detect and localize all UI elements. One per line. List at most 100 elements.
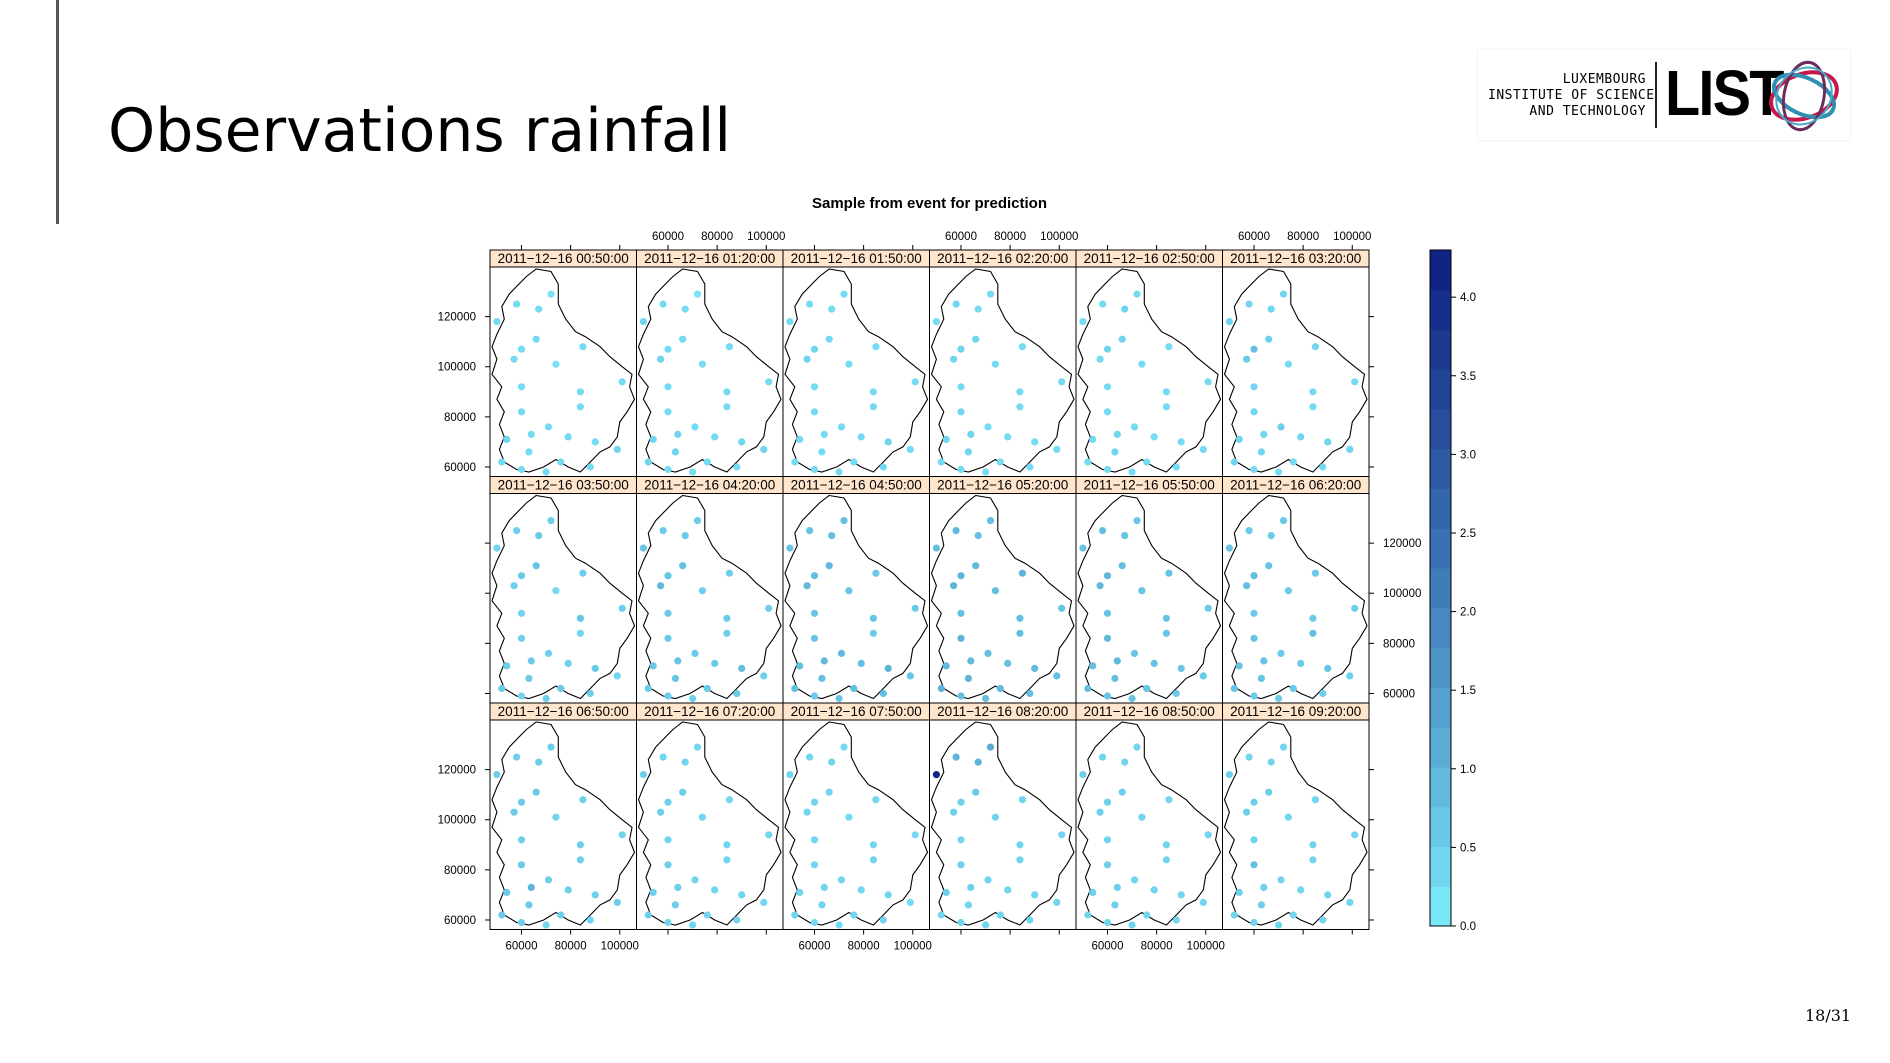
rain-point [557,684,565,693]
colorbar-segment [1430,846,1451,887]
rain-point [1257,448,1265,456]
rain-point [1084,911,1092,919]
rain-point [972,335,980,343]
rain-point [1199,672,1207,680]
x-tick-label: 100000 [747,231,785,243]
rain-point [810,609,819,617]
rain-point [738,664,746,673]
rain-point [517,798,526,806]
x-tick-label: 60000 [1238,231,1270,243]
rain-point [810,465,819,474]
rain-point [1250,861,1258,869]
rain-point [552,813,560,821]
rain-point [664,692,672,700]
rain-point [1265,562,1273,570]
rain-point [659,527,667,535]
panel-strip-label: 2011−12−16 07:50:00 [791,704,922,719]
rain-point [967,883,975,892]
rain-point [872,569,880,577]
rain-point [760,898,768,907]
panel-frame [782,719,930,930]
rain-point [791,458,799,466]
rain-point [1204,604,1212,612]
rain-point [1016,629,1024,637]
rain-point [498,911,506,919]
rain-point [664,345,672,353]
x-tick-label: 60000 [505,941,537,953]
panel-strip-label: 2011−12−16 02:20:00 [937,251,1068,266]
rain-point [879,689,887,698]
rain-point [828,305,836,313]
list-logo: LUXEMBOURG INSTITUTE OF SCIENCE AND TECH… [1478,50,1850,140]
colorbar-segment [1430,607,1451,649]
slide-title: Observations rainfall [108,96,732,166]
rain-point [552,360,560,368]
rain-point [618,604,626,612]
rain-point [1103,634,1112,642]
rain-point [649,662,657,670]
rain-point [952,753,960,761]
rain-point [911,604,919,612]
rain-point [649,435,657,443]
rain-point [564,659,572,668]
rain-point [535,532,543,540]
rain-point [679,562,687,570]
rain-point [1324,438,1332,446]
logo-wordmark: LIST [1665,57,1784,129]
rain-point [991,813,1000,821]
rain-point [1277,876,1285,884]
rain-point [1031,664,1039,673]
rain-point [810,861,819,869]
rain-point [1243,355,1251,363]
rain-point [957,345,965,353]
rain-point [1103,345,1112,353]
rain-point [525,674,533,683]
rain-point [1099,527,1107,535]
rain-point [525,448,533,456]
logo-line-3: AND TECHNOLOGY [1529,104,1646,119]
rain-point [1103,836,1112,844]
rain-point [657,808,665,816]
rain-point [1058,378,1066,386]
rain-point [1084,458,1092,466]
y-tick-label: 120000 [438,312,476,324]
rain-point [527,883,535,892]
rain-point [1172,689,1180,698]
rain-point [1265,335,1273,343]
rain-point [671,674,680,683]
rain-point [576,856,585,864]
x-tick-label: 60000 [798,941,830,953]
rain-point [972,788,980,796]
rain-point [644,684,652,693]
rain-point [760,672,768,680]
rain-point [872,796,880,804]
rain-point [693,743,702,751]
rain-point [1004,886,1012,894]
colorbar-segment [1430,250,1451,291]
rain-point [1204,831,1212,839]
rain-point [932,544,941,552]
rain-point [957,634,965,642]
rain-point [1250,634,1258,642]
rain-point [1150,659,1158,668]
rain-point [1089,662,1097,670]
rain-point [879,916,887,924]
rain-point [1079,318,1087,326]
rain-point [693,517,702,525]
colorbar-tick-label: 2.5 [1460,528,1476,540]
logo-line-1: LUXEMBOURG [1562,72,1646,87]
rain-point [957,609,965,617]
rain-point [810,408,819,416]
rain-point [1016,403,1024,411]
rain-point [493,771,501,779]
rain-point [711,886,719,894]
panel-frame [489,719,637,930]
rain-point [644,911,652,919]
rain-point [693,290,702,298]
slide-left-rule [56,0,59,224]
colorbar-segment [1430,369,1451,410]
rain-point [1279,743,1288,751]
rain-point [857,886,865,894]
rain-point [1138,813,1146,821]
rain-point [791,911,799,919]
